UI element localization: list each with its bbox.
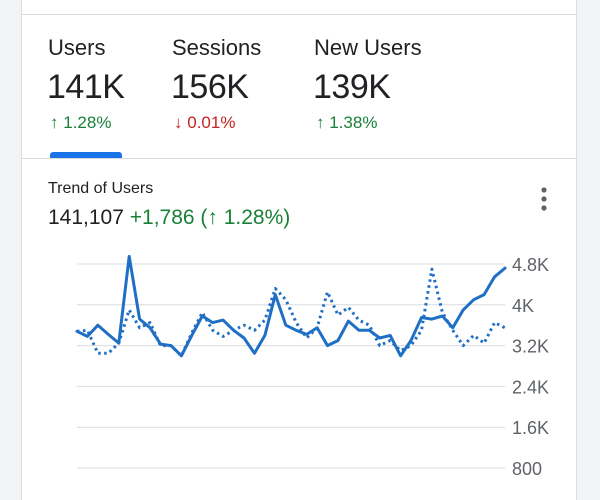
metric-change: ↑ 1.38%	[316, 113, 377, 133]
trend-delta: +1,786 (↑ 1.28%)	[129, 206, 291, 229]
more-options-button[interactable]	[532, 184, 556, 216]
trend-total: 141,107	[48, 206, 124, 229]
y-tick-label: 800	[512, 459, 542, 479]
trend-chart: 800 1.6K 2.4K 3.2K 4K 4.8K	[75, 254, 549, 479]
metric-tab-users[interactable]: Users 141K ↑ 1.28%	[47, 15, 158, 158]
arrow-up-icon: ↑	[316, 113, 325, 132]
metric-change: ↑ 1.28%	[50, 113, 111, 133]
y-tick-label: 1.6K	[512, 418, 549, 438]
metrics-divider	[22, 158, 576, 159]
trend-title: Trend of Users	[48, 180, 154, 197]
metric-label: New Users	[314, 35, 422, 60]
metric-value: 141K	[47, 68, 125, 106]
active-tab-indicator	[50, 152, 122, 158]
top-divider	[22, 14, 576, 15]
metric-label: Sessions	[172, 35, 262, 60]
metric-value: 139K	[313, 68, 391, 106]
metrics-row: Users 141K ↑ 1.28% Sessions 156K ↓ 0.01%…	[22, 15, 576, 158]
y-tick-label: 4K	[512, 296, 534, 316]
metric-change-value: 1.28%	[63, 113, 112, 132]
metric-value: 156K	[171, 68, 249, 106]
series-line-previous-period	[76, 267, 506, 358]
metric-change-value: 1.38%	[329, 113, 378, 132]
metric-tab-sessions[interactable]: Sessions 156K ↓ 0.01%	[171, 15, 297, 158]
y-tick-label: 4.8K	[512, 255, 549, 275]
metric-change-value: 0.01%	[187, 113, 236, 132]
metric-label: Users	[48, 35, 106, 60]
metric-change: ↓ 0.01%	[174, 113, 235, 133]
trend-summary: 141,107 +1,786 (↑ 1.28%)	[48, 206, 290, 230]
users-overview-card: Users 141K ↑ 1.28% Sessions 156K ↓ 0.01%…	[21, 0, 577, 500]
metric-tab-new-users[interactable]: New Users 139K ↑ 1.38%	[313, 15, 464, 158]
y-tick-label: 2.4K	[512, 377, 549, 397]
y-tick-label: 3.2K	[512, 337, 549, 357]
arrow-up-icon: ↑	[50, 113, 59, 132]
arrow-down-icon: ↓	[174, 113, 183, 132]
series-line-current-period	[75, 254, 507, 358]
more-vert-icon	[541, 187, 547, 211]
